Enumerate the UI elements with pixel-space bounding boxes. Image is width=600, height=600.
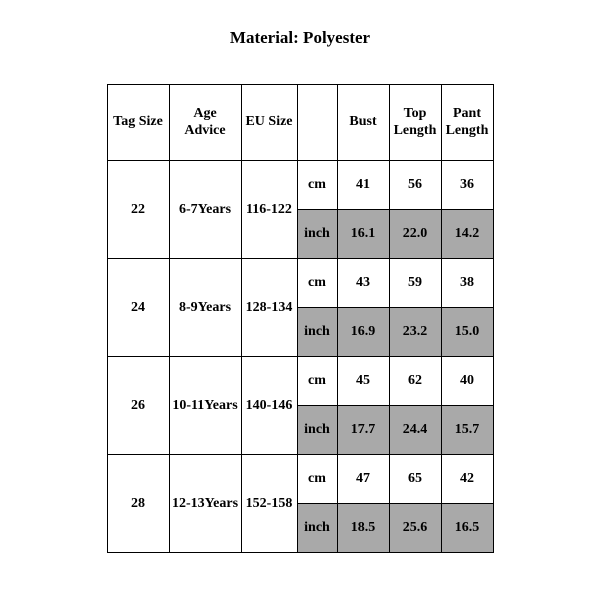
size-chart-container: Material: Polyester Tag Size Age Advice …	[0, 0, 600, 553]
cell-eu-size: 116-122	[241, 161, 297, 259]
cell-tag-size: 28	[107, 455, 169, 553]
cell-top-len: 22.0	[389, 210, 441, 259]
cell-top-len: 62	[389, 357, 441, 406]
cell-top-len: 25.6	[389, 504, 441, 553]
cell-age-advice: 10-11Years	[169, 357, 241, 455]
table-row: 24 8-9Years 128-134 cm 43 59 38	[107, 259, 493, 308]
col-header-pant-length: Pant Length	[441, 85, 493, 161]
cell-bust: 16.1	[337, 210, 389, 259]
col-header-age-advice: Age Advice	[169, 85, 241, 161]
cell-bust: 16.9	[337, 308, 389, 357]
cell-unit-inch: inch	[297, 504, 337, 553]
cell-bust: 17.7	[337, 406, 389, 455]
cell-unit-cm: cm	[297, 357, 337, 406]
size-table: Tag Size Age Advice EU Size Bust Top Len…	[107, 84, 494, 553]
cell-unit-cm: cm	[297, 161, 337, 210]
cell-pant-len: 40	[441, 357, 493, 406]
cell-unit-inch: inch	[297, 308, 337, 357]
cell-cell-age-advice: 8-9Years	[169, 259, 241, 357]
cell-eu-size: 152-158	[241, 455, 297, 553]
cell-age-advice: 12-13Years	[169, 455, 241, 553]
col-header-unit	[297, 85, 337, 161]
cell-top-len: 23.2	[389, 308, 441, 357]
cell-age-advice: 6-7Years	[169, 161, 241, 259]
cell-unit-inch: inch	[297, 210, 337, 259]
cell-top-len: 59	[389, 259, 441, 308]
cell-bust: 45	[337, 357, 389, 406]
cell-pant-len: 16.5	[441, 504, 493, 553]
table-row: 28 12-13Years 152-158 cm 47 65 42	[107, 455, 493, 504]
page-title: Material: Polyester	[0, 28, 600, 48]
cell-bust: 18.5	[337, 504, 389, 553]
cell-unit-cm: cm	[297, 455, 337, 504]
cell-pant-len: 14.2	[441, 210, 493, 259]
cell-top-len: 56	[389, 161, 441, 210]
cell-tag-size: 22	[107, 161, 169, 259]
cell-eu-size: 128-134	[241, 259, 297, 357]
cell-unit-inch: inch	[297, 406, 337, 455]
table-row: 26 10-11Years 140-146 cm 45 62 40	[107, 357, 493, 406]
cell-tag-size: 24	[107, 259, 169, 357]
cell-pant-len: 36	[441, 161, 493, 210]
col-header-top-length: Top Length	[389, 85, 441, 161]
cell-pant-len: 42	[441, 455, 493, 504]
cell-pant-len: 15.7	[441, 406, 493, 455]
cell-bust: 41	[337, 161, 389, 210]
cell-bust: 43	[337, 259, 389, 308]
cell-eu-size: 140-146	[241, 357, 297, 455]
cell-pant-len: 15.0	[441, 308, 493, 357]
cell-top-len: 65	[389, 455, 441, 504]
header-row: Tag Size Age Advice EU Size Bust Top Len…	[107, 85, 493, 161]
col-header-tag-size: Tag Size	[107, 85, 169, 161]
col-header-bust: Bust	[337, 85, 389, 161]
cell-pant-len: 38	[441, 259, 493, 308]
cell-bust: 47	[337, 455, 389, 504]
cell-unit-cm: cm	[297, 259, 337, 308]
size-table-body: 22 6-7Years 116-122 cm 41 56 36 inch 16.…	[107, 161, 493, 553]
col-header-eu-size: EU Size	[241, 85, 297, 161]
table-row: 22 6-7Years 116-122 cm 41 56 36	[107, 161, 493, 210]
cell-tag-size: 26	[107, 357, 169, 455]
cell-top-len: 24.4	[389, 406, 441, 455]
